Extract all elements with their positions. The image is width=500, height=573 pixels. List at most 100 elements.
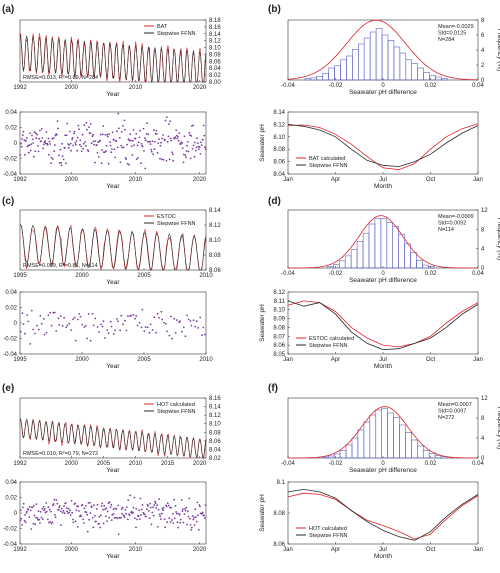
y-tick-label: 0 <box>481 456 485 462</box>
panel-label: (d) <box>268 196 281 207</box>
residual-point <box>117 504 120 507</box>
histogram-bar <box>357 43 365 81</box>
histogram-bar <box>434 455 442 459</box>
residual-point <box>155 130 158 132</box>
residual-point <box>107 162 110 165</box>
x-axis-label: Year <box>106 279 120 286</box>
residual-point <box>104 508 106 511</box>
residual-point <box>204 504 207 506</box>
residual-point <box>26 510 28 513</box>
residual-point <box>175 511 178 513</box>
residual-point <box>135 508 138 510</box>
histogram-bar <box>423 72 430 81</box>
residual-point <box>86 128 88 131</box>
x-tick-label: -0.02 <box>329 461 343 467</box>
residual-point <box>106 520 108 522</box>
residual-point <box>37 519 39 521</box>
x-axis-label: Month <box>374 553 392 560</box>
residual-point <box>80 145 83 148</box>
histogram-bar <box>328 67 335 81</box>
x-tick-label: 2000 <box>65 547 79 553</box>
residual-point <box>115 508 118 510</box>
y-tick-label: 0.02 <box>5 306 17 312</box>
residual-point <box>48 508 51 511</box>
residual-point <box>86 337 88 340</box>
residual-point <box>126 162 129 165</box>
histogram-bar <box>411 439 418 459</box>
residual-point <box>175 129 178 132</box>
residual-point <box>120 314 123 317</box>
residual-point <box>93 514 96 517</box>
residual-point <box>74 520 77 523</box>
residual-point <box>86 513 89 516</box>
residual-point <box>42 505 45 508</box>
residual-point <box>148 517 151 520</box>
residual-point <box>181 510 184 512</box>
residual-point <box>149 323 152 326</box>
residual-point <box>69 509 72 512</box>
residual-point <box>162 509 165 512</box>
residual-point <box>197 148 200 151</box>
residual-point <box>150 148 153 151</box>
residual-point <box>52 311 55 314</box>
residual-point <box>100 323 102 326</box>
residual-point <box>188 497 191 500</box>
residual-point <box>165 505 168 508</box>
residual-point <box>138 136 141 139</box>
residual-point <box>109 144 112 147</box>
model-seasonal-line <box>287 488 479 541</box>
y-tick-label: 6 <box>481 33 485 39</box>
x-tick-label: Jul <box>379 547 387 553</box>
x-tick-label: -0.02 <box>329 271 343 277</box>
residual-point <box>19 519 22 522</box>
residual-point <box>202 139 204 141</box>
residual-point <box>196 501 199 504</box>
residual-point <box>61 324 64 327</box>
x-axis-label: Year <box>106 553 120 560</box>
residual-point <box>58 162 61 164</box>
residual-point <box>31 134 33 137</box>
residual-point <box>133 496 136 499</box>
x-tick-label: 2000 <box>65 177 79 183</box>
histogram-bar <box>416 445 424 459</box>
histogram-statistic: N=272 <box>438 415 454 421</box>
residual-point <box>94 161 96 164</box>
histogram-bar <box>363 37 371 81</box>
residual-point <box>118 136 121 139</box>
residual-point <box>31 506 34 509</box>
residual-point <box>97 141 100 144</box>
y-tick-label: 8.12 <box>273 290 285 296</box>
residual-point <box>84 324 87 327</box>
x-tick-label: 0.04 <box>472 83 484 89</box>
residual-point <box>56 120 59 123</box>
y-tick-label: 8.16 <box>209 25 221 31</box>
residual-point <box>180 518 182 521</box>
histogram-statistic: Std=0.0092 <box>438 221 466 227</box>
residual-point <box>149 143 152 146</box>
y-tick-label: -0.04 <box>3 542 17 548</box>
residual-point <box>81 133 84 136</box>
residual-point <box>61 511 64 514</box>
residual-point <box>32 522 35 525</box>
residual-point <box>161 507 164 510</box>
residual-point <box>160 141 163 144</box>
residual-point <box>123 514 126 517</box>
residual-point <box>169 137 172 140</box>
fit-statistics: RMSE=0.013, R²=0.89, N=284 <box>23 75 98 81</box>
residual-point <box>67 146 70 149</box>
residual-point <box>169 120 172 123</box>
residual-point <box>94 140 97 142</box>
histogram-statistic: Mean=0.0007 <box>438 402 472 408</box>
y-tick-label: 8.08 <box>209 430 221 436</box>
x-tick-label: Apr <box>331 357 340 363</box>
residual-point <box>141 308 144 311</box>
residual-point <box>25 137 28 139</box>
y-tick-label: 12 <box>481 396 488 402</box>
y-tick-label: 8.12 <box>209 39 221 45</box>
panel-row-hot: (e) (f)8.168.148.128.108.088.068.048.0219… <box>2 383 500 560</box>
residual-point <box>135 133 138 135</box>
residual-point <box>198 504 201 506</box>
residual-point <box>68 144 71 146</box>
residual-point <box>102 508 104 511</box>
residual-point <box>154 500 157 503</box>
